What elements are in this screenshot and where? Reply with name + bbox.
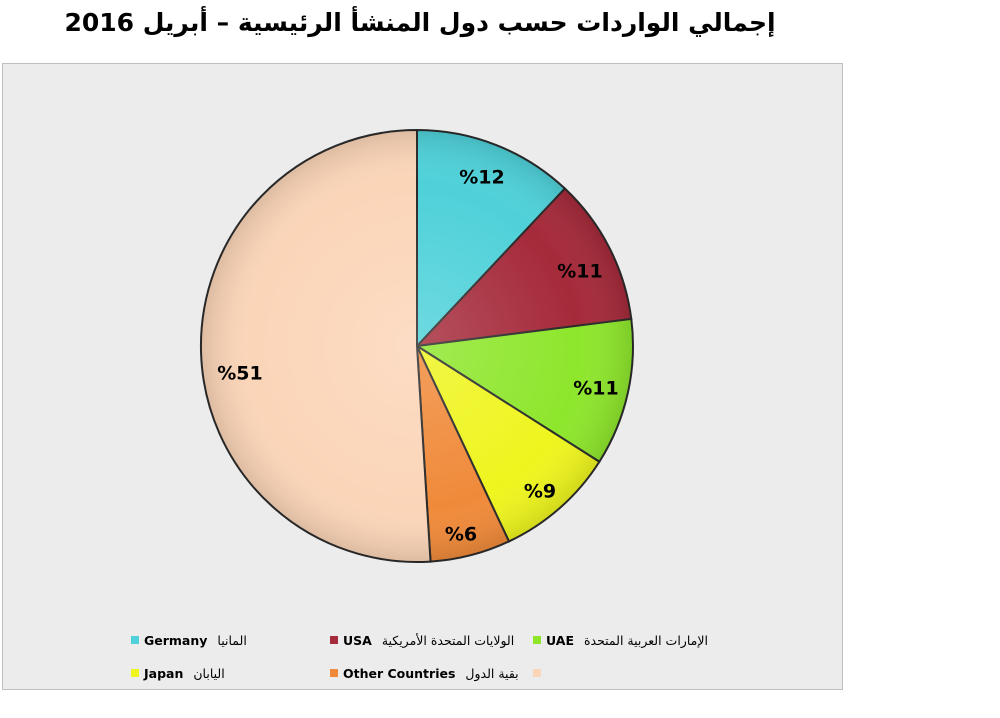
legend-item bbox=[533, 664, 546, 682]
legend-swatch bbox=[131, 669, 139, 677]
legend-label-ar: بقية الدول bbox=[465, 665, 519, 681]
legend-swatch bbox=[533, 669, 541, 677]
legend-label-ar: المانيا bbox=[217, 632, 247, 648]
legend-item: Other Countries بقية الدول bbox=[330, 664, 519, 682]
legend-label-ar: اليابان bbox=[193, 665, 225, 681]
legend-label-ar: الإمارات العربية المتحدة bbox=[583, 632, 708, 648]
legend-swatch bbox=[533, 636, 541, 644]
legend-item: USA الولايات المتحدة الأمريكية bbox=[330, 631, 514, 649]
legend-swatch bbox=[131, 636, 139, 644]
chart-title: إجمالي الواردات حسب دول المنشأ الرئيسية … bbox=[64, 8, 776, 37]
legend-label-en: UAE bbox=[546, 632, 574, 648]
legend-item: Japan اليابان bbox=[131, 664, 225, 682]
legend-label-en: Other Countries bbox=[343, 665, 456, 681]
legend-label-en: Japan bbox=[144, 665, 184, 681]
legend-item: UAE الإمارات العربية المتحدة bbox=[533, 631, 708, 649]
legend-label-ar: الولايات المتحدة الأمريكية bbox=[381, 632, 515, 648]
legend-label-en: USA bbox=[343, 632, 372, 648]
legend-swatch bbox=[330, 636, 338, 644]
legend-label-en: Germany bbox=[144, 632, 208, 648]
chart-area bbox=[2, 63, 843, 690]
legend-swatch bbox=[330, 669, 338, 677]
legend-item: Germany المانيا bbox=[131, 631, 247, 649]
